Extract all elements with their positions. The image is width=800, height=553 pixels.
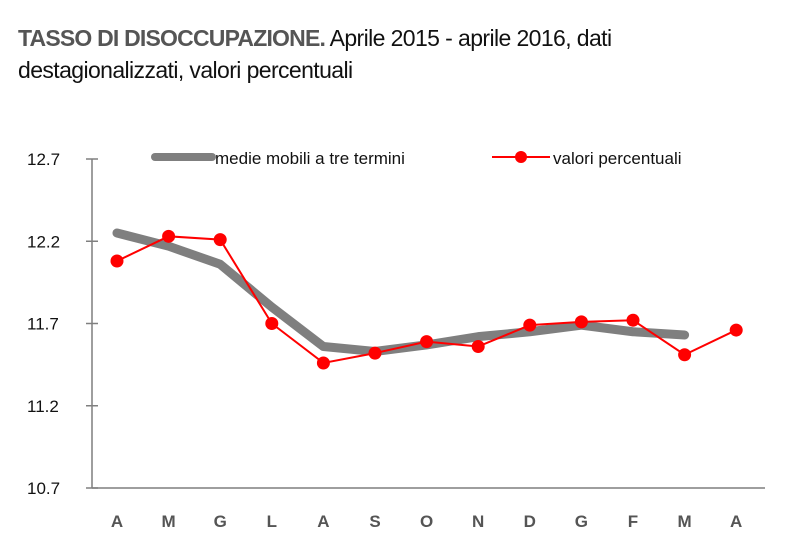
y-tick-label: 10.7 <box>27 479 60 498</box>
chart-subtitle: Aprile 2015 - aprile 2016, dati destagio… <box>18 25 612 83</box>
y-tick-label: 12.2 <box>27 232 60 251</box>
legend: medie mobili a tre termini valori percen… <box>151 149 682 168</box>
x-tick-label: S <box>369 512 380 531</box>
data-point <box>678 348 692 362</box>
chart-title: TASSO DI DISOCCUPAZIONE. Aprile 2015 - a… <box>18 22 778 86</box>
legend-values-label: valori percentuali <box>553 149 682 168</box>
moving-average-line <box>112 228 690 356</box>
x-tick-label: M <box>162 512 176 531</box>
data-point <box>265 317 279 330</box>
data-point <box>213 233 227 247</box>
y-tick-label: 11.7 <box>27 315 59 334</box>
x-tick-label: D <box>524 512 536 531</box>
x-tick-label: L <box>267 512 277 531</box>
series-moving-average <box>112 228 690 356</box>
data-point <box>729 323 743 337</box>
x-tick-label: G <box>575 512 588 531</box>
x-tick-label: G <box>214 512 227 531</box>
data-point <box>574 315 588 329</box>
x-tick-label: A <box>730 512 742 531</box>
data-point <box>162 229 176 243</box>
x-tick-label: O <box>420 512 433 531</box>
data-point <box>471 340 485 354</box>
axes: 12.7 12.2 11.7 11.2 10.7 A M G L A S O N D G F M A <box>27 150 765 531</box>
data-point <box>420 335 434 349</box>
x-tick-label: A <box>111 512 123 531</box>
x-tick-label: N <box>472 512 484 531</box>
data-point <box>523 318 537 332</box>
y-tick-label: 12.7 <box>27 150 60 169</box>
data-point <box>368 346 382 360</box>
x-tick-label: F <box>628 512 638 531</box>
legend-moving-average-label: medie mobili a tre termini <box>215 149 405 168</box>
y-tick-label: 11.2 <box>27 397 59 416</box>
chart-title-bold: TASSO DI DISOCCUPAZIONE. <box>18 25 326 51</box>
series-values <box>110 229 743 370</box>
data-point <box>626 313 640 327</box>
data-point <box>110 254 124 268</box>
legend-values-marker <box>515 151 527 163</box>
data-point <box>316 356 330 370</box>
x-tick-label: M <box>678 512 692 531</box>
x-tick-label: A <box>317 512 329 531</box>
